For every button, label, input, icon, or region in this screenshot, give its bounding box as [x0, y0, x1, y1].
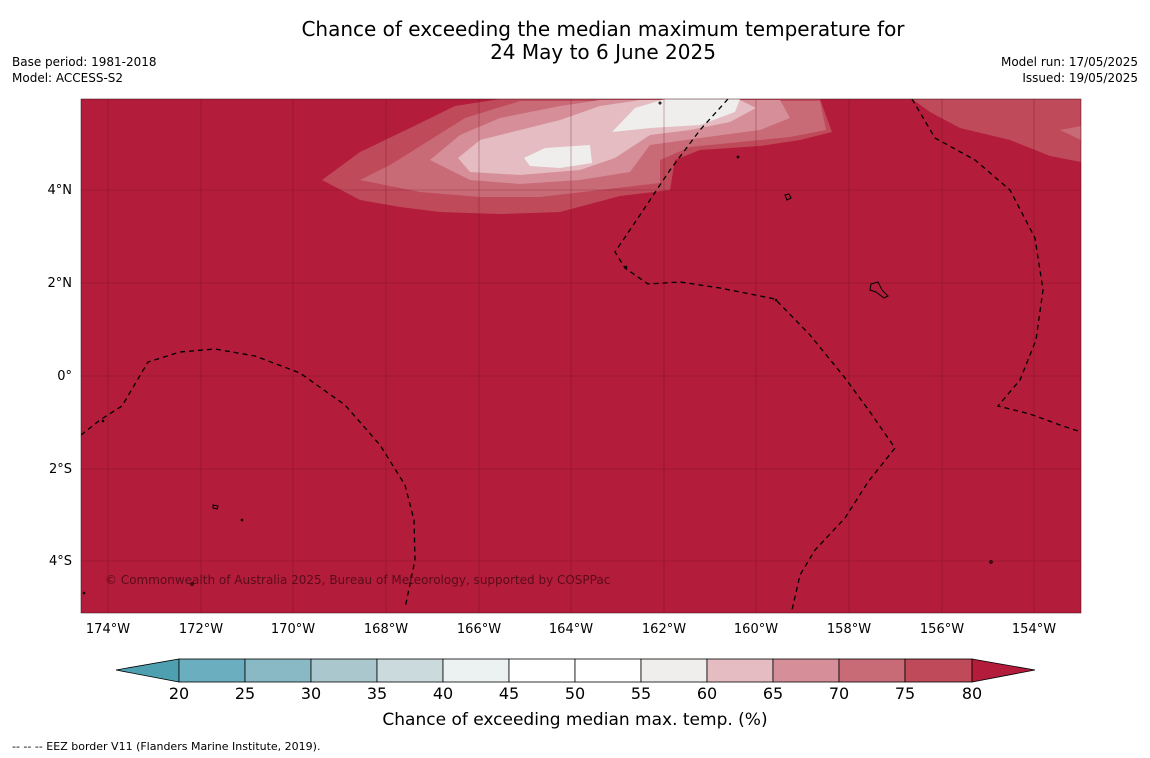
colorbar-bin-45: [508, 658, 576, 683]
lon-label-162w: 162°W: [641, 622, 687, 637]
map-border: [80, 98, 1082, 614]
colorbar-bin-75: [904, 658, 973, 683]
colorbar-bin-35: [376, 658, 444, 683]
colorbar-tick-20: 20: [168, 684, 190, 703]
lat-label-4n: 4°N: [47, 183, 73, 198]
colorbar-tick-40: 40: [432, 684, 454, 703]
copyright-note: © Commonwealth of Australia 2025, Bureau…: [105, 573, 611, 587]
colorbar-tick-30: 30: [300, 684, 322, 703]
lon-label-174w: 174°W: [85, 622, 131, 637]
colorbar-tick-65: 65: [762, 684, 784, 703]
colorbar-lower-extension: [115, 658, 180, 683]
lon-label-166w: 166°W: [456, 622, 502, 637]
title-line-2: 24 May to 6 June 2025: [490, 40, 716, 64]
lat-label-2s: 2°S: [48, 462, 72, 477]
islands: [82, 101, 993, 595]
colorbar-bin-30: [310, 658, 378, 683]
lat-label-4s: 4°S: [48, 554, 72, 569]
map-title: Chance of exceeding the median maximum t…: [200, 18, 1006, 64]
eez-footnote: -- -- -- EEZ border V11 (Flanders Marine…: [12, 740, 321, 753]
colorbar-tick-45: 45: [498, 684, 520, 703]
issued-date: Issued: 19/05/2025: [1022, 71, 1138, 85]
colorbar-tick-80: 80: [961, 684, 983, 703]
lon-label-156w: 156°W: [919, 622, 965, 637]
colorbar-bin-20: [178, 658, 246, 683]
model-name: Model: ACCESS-S2: [12, 71, 124, 85]
colorbar-tick-70: 70: [828, 684, 850, 703]
contour-55-north: [612, 99, 740, 132]
lon-label-154w: 154°W: [1011, 622, 1057, 637]
colorbar-bin-50: [574, 658, 642, 683]
graticule: [81, 99, 1081, 613]
colorbar-bin-55: [640, 658, 708, 683]
lon-label-164w: 164°W: [548, 622, 594, 637]
model-run: Model run: 17/05/2025: [1000, 55, 1138, 69]
colorbar-tick-55: 55: [630, 684, 652, 703]
colorbar-upper-extension: [971, 658, 1036, 683]
colorbar-label: Chance of exceeding median max. temp. (%…: [382, 710, 768, 730]
base-period: Base period: 1981-2018: [12, 55, 157, 69]
lon-label-172w: 172°W: [178, 622, 224, 637]
lon-label-158w: 158°W: [826, 622, 872, 637]
colorbar-tick-60: 60: [696, 684, 718, 703]
colorbar-bin-65: [772, 658, 840, 683]
map-frame: [81, 99, 1081, 613]
colorbar-bin-70: [838, 658, 906, 683]
colorbar-bin-60: [706, 658, 774, 683]
lon-label-170w: 170°W: [270, 622, 316, 637]
contour-70-east: [1060, 126, 1081, 140]
lat-label-2n: 2°N: [47, 276, 73, 291]
contour-55: [524, 145, 592, 168]
colorbar-tick-75: 75: [894, 684, 916, 703]
contour-75-east: [912, 99, 1081, 162]
colorbar-tick-50: 50: [564, 684, 586, 703]
colorbar-tick-25: 25: [234, 684, 256, 703]
eez-borders: [81, 99, 1081, 611]
meta-left: Base period: 1981-2018 Model: ACCESS-S2: [12, 54, 157, 86]
title-line-1: Chance of exceeding the median maximum t…: [301, 17, 905, 41]
meta-right: Model run: 17/05/2025 Issued: 19/05/2025: [1001, 54, 1138, 86]
lon-label-168w: 168°W: [363, 622, 409, 637]
lat-label-0: 0°: [57, 369, 72, 384]
colorbar-bin-40: [442, 658, 510, 683]
lon-label-160w: 160°W: [733, 622, 779, 637]
colorbar: [115, 658, 1036, 683]
colorbar-bin-25: [244, 658, 312, 683]
colorbar-tick-35: 35: [366, 684, 388, 703]
